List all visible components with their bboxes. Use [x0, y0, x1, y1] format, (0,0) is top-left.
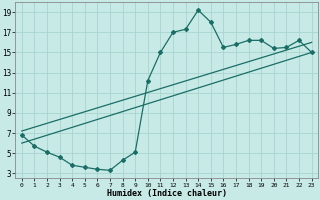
X-axis label: Humidex (Indice chaleur): Humidex (Indice chaleur) — [107, 189, 227, 198]
